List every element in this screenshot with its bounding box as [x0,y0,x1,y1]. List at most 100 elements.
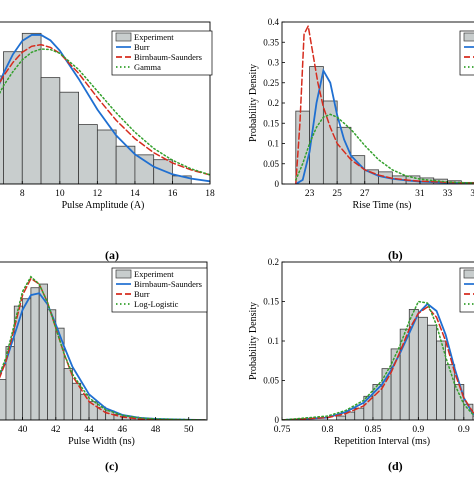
histogram-bar [40,77,61,184]
histogram-bar [72,382,82,420]
plot-area [294,23,474,184]
x-tick-label: 0.85 [365,425,382,435]
x-tick-label: 27 [360,189,370,199]
legend-entry: Birnbaum-Saunders [134,279,202,289]
legend-entry: Experiment [134,32,174,42]
y-tick-label: 0.15 [263,297,279,307]
histogram-bar [472,415,474,420]
histogram-bar [38,283,48,420]
x-tick-label: 18 [205,189,215,199]
y-tick-label: 0.25 [263,78,279,88]
y-tick-label: 0.4 [268,17,280,27]
x-tick-label: 48 [151,425,161,435]
histogram-bar [30,287,40,420]
y-axis-label: Probability Density [248,64,259,142]
y-axis-label: Probability Density [248,302,259,380]
legend-swatch [463,269,474,279]
legend-entry: Burr [134,42,150,52]
x-tick-label: 31 [415,189,425,199]
x-tick-label: 23 [305,189,315,199]
y-tick-label: 0.1 [268,336,279,346]
x-tick-label: 35 [470,189,474,199]
series-line [0,275,207,420]
x-tick-label: 12 [93,189,103,199]
legend-entry: Birnbaum-Saunders [134,52,202,62]
x-tick-label: 44 [84,425,94,435]
histogram-bar [350,155,366,184]
series-line [0,43,210,176]
histogram-bar [0,379,7,420]
histogram-bar [427,324,437,420]
x-tick-label: 8 [20,189,25,199]
chart-panel-c: 40 42 44 46 48 50 Pulse Width (ns) ExperimentBi… [0,261,208,447]
histogram-bar [63,368,73,420]
legend-entry: Log-Logistic [134,299,179,309]
axes-frame [0,21,211,185]
legend-swatch [115,32,132,42]
legend: ERB [459,267,474,313]
histogram-bar [134,154,155,184]
legend: ExperimentBirnbaum-SaundersBurrLog-Logis… [111,267,208,313]
plot-area [0,275,207,420]
plot-area [0,32,210,184]
x-axis-label: Rise Time (ns) [353,200,412,211]
x-tick-label: 0.9 [412,425,424,435]
x-tick-label: 25 [332,189,342,199]
x-tick-label: 42 [51,425,61,435]
series-line [0,48,210,176]
series-line [282,300,474,420]
histogram-bar [153,159,173,184]
chart-panel-b: 23 25 27 31 33 35 0 0.05 0.1 0.15 0.2 0.25 0.3 0.35 0.… [248,17,474,211]
axes-frame [0,261,208,421]
x-axis-label: Pulse Amplitude (A) [62,200,145,211]
histogram-bar [336,126,352,184]
x-axis-label: Repetition Interval (ms) [334,436,430,447]
histogram-bar [445,364,456,420]
y-tick-label: 0.15 [263,118,279,128]
histogram-bar [80,393,90,420]
x-tick-label: 14 [130,189,140,199]
x-tick-label: 40 [18,425,28,435]
legend-entry: Gamma [134,62,161,72]
panel-label-a: (a) [105,248,119,262]
plot-area [282,300,474,420]
legend [459,30,474,76]
chart-panel-d: 0.75 0.8 0.85 0.9 0.9 0 0.05 0.1 0.15 0.2 Repetiti… [248,257,474,447]
y-tick-label: 0.35 [263,37,279,47]
x-tick-label: 0.9 [458,425,470,435]
x-tick-label: 16 [168,189,178,199]
x-tick-label: 10 [55,189,65,199]
y-tick-label: 0.2 [268,98,279,108]
legend-box [459,30,474,76]
panel-label-c: (c) [105,459,119,473]
y-tick-label: 0.2 [268,257,279,267]
legend-entry: Burr [134,289,150,299]
panel-label-b: (b) [388,248,403,262]
series-line [282,302,474,420]
x-tick-label: 46 [118,425,128,435]
histogram-bar [78,124,98,184]
histogram-bar [96,129,117,184]
series-line [295,23,474,184]
histogram-bar [408,308,419,420]
histogram-bar [390,348,401,420]
histogram-bar [59,91,79,184]
y-tick-label: 0.05 [263,159,279,169]
x-axis-label: Pulse Width (ns) [68,436,135,447]
x-tick-label: 0.8 [322,425,334,435]
y-tick-label: 0 [275,415,280,425]
legend-swatch [115,269,132,279]
x-tick-label: 50 [184,425,194,435]
histogram-bar [22,298,32,420]
histogram-bar [363,395,374,420]
histogram-bar [21,32,42,184]
y-tick-label: 0.3 [268,58,280,68]
x-tick-label: 33 [443,189,453,199]
histogram-bar [417,316,428,420]
y-tick-label: 0.1 [268,139,279,149]
series-line [282,306,474,420]
legend-box [459,267,474,313]
legend-swatch [463,32,474,42]
